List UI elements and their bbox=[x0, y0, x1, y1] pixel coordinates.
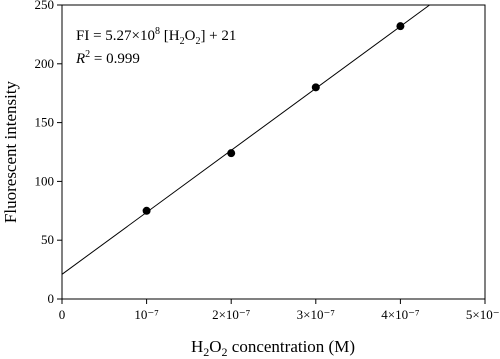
annotation-part: 2 bbox=[195, 36, 200, 47]
annotation-part: ] + 21 bbox=[200, 28, 236, 44]
x-tick-label: 10⁻⁷ bbox=[134, 307, 158, 322]
annotation-part: R bbox=[75, 51, 85, 67]
y-tick-label: 0 bbox=[48, 291, 55, 306]
x-axis-title-part: concentration (M) bbox=[228, 337, 355, 356]
y-axis-title: Fluorescent intensity bbox=[1, 80, 20, 223]
x-axis-title-part: H bbox=[191, 337, 203, 356]
x-tick-label: 0 bbox=[59, 307, 66, 322]
x-axis-title-part: O bbox=[209, 337, 221, 356]
y-tick-label: 100 bbox=[35, 173, 55, 188]
annotation-part: O bbox=[185, 28, 196, 44]
y-tick-label: 50 bbox=[41, 232, 54, 247]
annotation-r2: R2 = 0.999 bbox=[75, 49, 140, 67]
x-tick-label: 4×10⁻⁷ bbox=[381, 307, 419, 322]
x-axis-title-part: 2 bbox=[222, 345, 228, 359]
annotation-part: FI = 5.27×10 bbox=[76, 28, 155, 44]
point bbox=[227, 149, 236, 158]
x-axis-title-part: 2 bbox=[203, 345, 209, 359]
annotation-part: [H bbox=[160, 28, 180, 44]
annotation-part: 2 bbox=[85, 49, 90, 60]
annotation-part: 8 bbox=[155, 26, 160, 37]
annotation-part: = 0.999 bbox=[90, 51, 140, 67]
point bbox=[142, 206, 151, 215]
x-tick-label: 3×10⁻⁷ bbox=[297, 307, 335, 322]
y-tick-label: 250 bbox=[35, 0, 55, 12]
x-tick-label: 5×10⁻⁷ bbox=[466, 307, 500, 322]
y-tick-label: 150 bbox=[35, 115, 55, 130]
plot-frame bbox=[61, 4, 486, 300]
y-tick-label: 200 bbox=[35, 56, 55, 71]
point bbox=[396, 22, 405, 31]
annotation-equation: FI = 5.27×108 [H2O2] + 21 bbox=[76, 26, 236, 47]
x-tick-label: 2×10⁻⁷ bbox=[212, 307, 250, 322]
annotation-part: 2 bbox=[180, 36, 185, 47]
point bbox=[311, 83, 320, 92]
x-axis-title: H2O2 concentration (M) bbox=[191, 337, 355, 359]
fit-line bbox=[61, 4, 430, 275]
